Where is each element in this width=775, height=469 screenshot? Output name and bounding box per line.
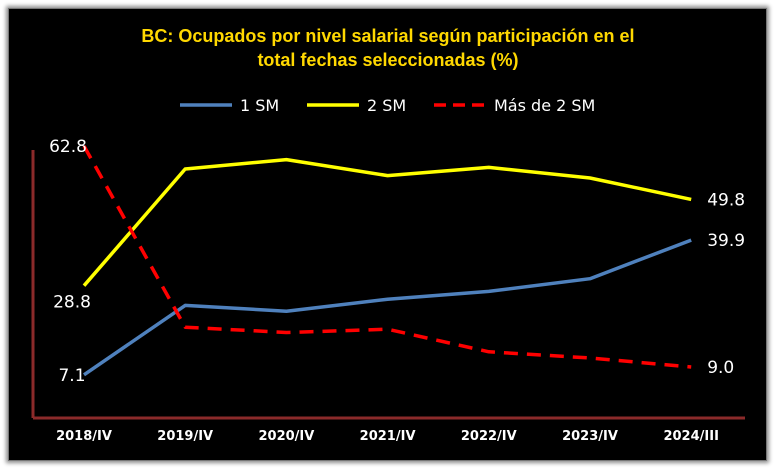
x-tick-labels: 2018/IV 2019/IV 2020/IV 2021/IV 2022/IV 2023/… [56,429,719,444]
series-line-mas-de-2-sm [82,145,692,369]
chart-title-line-2: total fechas seleccionadas (%) [257,50,518,70]
data-label-mas-de-2-sm: 62.8 [49,137,87,157]
data-label-1-sm: 39.9 [707,231,745,251]
data-label-1-sm: 7.1 [58,366,85,386]
data-label-2-sm: 49.8 [707,190,745,210]
axes [31,150,745,420]
x-tick-label: 2022/IV [461,429,517,444]
data-labels: 7.1 39.9 28.8 49.8 62.8 9.0 [49,137,745,386]
x-tick-label: 2024/III [663,429,718,444]
chart-title-line-1: BC: Ocupados por nivel salarial según pa… [141,26,634,46]
data-label-mas-de-2-sm: 9.0 [707,358,734,378]
series-group [82,145,692,377]
series-line-1-sm [83,238,692,377]
legend-label-2-sm: 2 SM [367,96,406,115]
legend: 1 SM 2 SM Más de 2 SM [180,96,595,115]
x-tick-label: 2020/IV [258,429,314,444]
x-tick-label: 2023/IV [562,429,618,444]
legend-label-mas-de-2-sm: Más de 2 SM [494,96,595,115]
data-label-2-sm: 28.8 [53,293,91,313]
x-tick-label: 2018/IV [56,429,112,444]
x-tick-label: 2021/IV [360,429,416,444]
x-tick-label: 2019/IV [157,429,213,444]
series-line-2-sm [82,157,692,287]
legend-label-1-sm: 1 SM [240,96,279,115]
